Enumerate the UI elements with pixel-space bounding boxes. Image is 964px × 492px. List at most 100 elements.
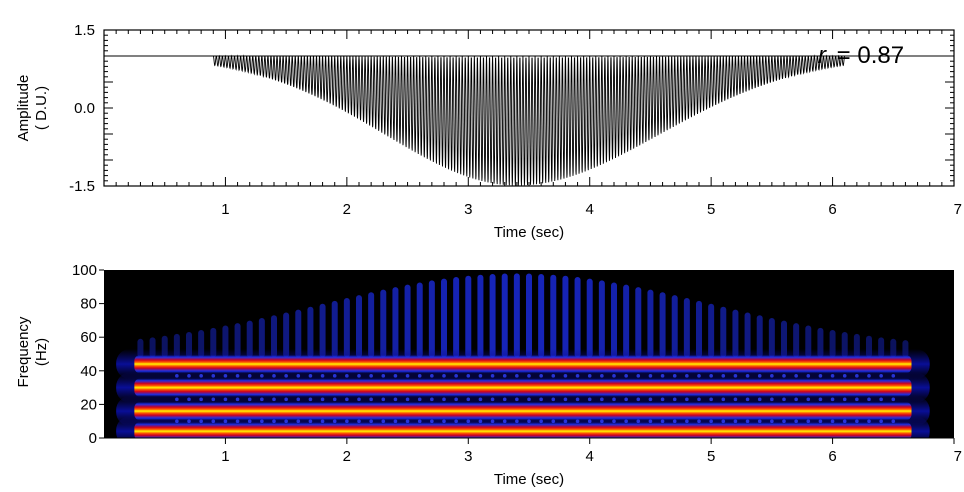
modulation-dot [770, 419, 774, 424]
modulation-dot [600, 419, 604, 424]
modulation-dot [272, 419, 276, 424]
modulation-dot [478, 419, 483, 424]
modulation-dot [247, 374, 252, 378]
spectrogram-x-axis-label: Time (sec) [494, 471, 564, 488]
harmonic-spike [283, 312, 290, 358]
modulation-dot [709, 374, 713, 378]
modulation-dot [648, 397, 653, 402]
modulation-dot [612, 397, 616, 402]
modulation-dot [430, 419, 434, 424]
modulation-dot [490, 419, 495, 424]
spectrogram-y-axis-label: Frequency [15, 316, 32, 387]
x-tick-label: 6 [828, 448, 836, 465]
harmonic-spike [477, 274, 484, 358]
modulation-dot [600, 397, 604, 402]
harmonic-spike [392, 287, 399, 358]
modulation-dot [199, 374, 203, 378]
modulation-dot [502, 419, 507, 424]
modulation-dot [490, 374, 495, 378]
modulation-dot [757, 419, 762, 424]
spectrogram-harmonic-spikes [137, 273, 909, 358]
modulation-dot [757, 397, 762, 402]
modulation-dot [466, 374, 471, 378]
modulation-dot [891, 397, 896, 402]
modulation-dot [867, 397, 871, 402]
modulation-dot [527, 419, 531, 424]
modulation-dot [296, 374, 301, 378]
modulation-dot [308, 419, 313, 424]
modulation-dot [721, 397, 726, 402]
modulation-dot [636, 419, 641, 424]
harmonic-spike [234, 323, 241, 358]
modulation-dot [587, 419, 592, 424]
harmonic-spike [732, 309, 739, 358]
modulation-dot [442, 419, 446, 424]
x-tick-label: 4 [586, 448, 594, 465]
y-tick-label: 20 [80, 396, 97, 413]
modulation-dot [551, 397, 556, 402]
x-tick-label: 5 [707, 448, 715, 465]
modulation-dot [320, 397, 325, 402]
modulation-dot [466, 397, 471, 402]
waveform-y-axis-unit: ( D.U.) [33, 86, 50, 130]
harmonic-spike [465, 275, 472, 358]
modulation-dot [454, 397, 458, 402]
modulation-dot [211, 374, 216, 378]
waveform-x-axis-label: Time (sec) [494, 224, 564, 241]
harmonic-spike [271, 315, 277, 358]
modulation-dot [733, 374, 738, 378]
x-tick-label: 3 [464, 448, 472, 465]
modulation-dot [345, 374, 349, 378]
modulation-dot [381, 374, 386, 378]
harmonic-spike [526, 273, 532, 358]
modulation-dot [842, 397, 847, 402]
harmonic-spike [343, 297, 350, 358]
modulation-dot [369, 419, 373, 424]
modulation-dot [830, 419, 835, 424]
modulation-dot [454, 374, 458, 378]
harmonic-spike [635, 287, 642, 358]
modulation-dot [478, 374, 483, 378]
modulation-dot [442, 397, 446, 402]
modulation-dot [660, 419, 665, 424]
modulation-dot [733, 397, 738, 402]
modulation-dot [818, 374, 823, 378]
modulation-dot [575, 419, 580, 424]
modulation-dot [175, 397, 179, 402]
modulation-dot [636, 397, 641, 402]
modulation-dot [187, 397, 191, 402]
x-tick-label: 3 [464, 201, 472, 218]
modulation-dot [502, 374, 507, 378]
modulation-dot [709, 397, 713, 402]
modulation-dot [369, 374, 373, 378]
harmonic-spike [659, 292, 666, 358]
modulation-dot [624, 374, 628, 378]
modulation-dot [247, 419, 252, 424]
modulation-dot [782, 419, 786, 424]
harmonic-spike [331, 300, 338, 358]
modulation-dot [612, 374, 616, 378]
modulation-dot [235, 419, 240, 424]
modulation-dot [624, 397, 628, 402]
spectrogram-modulation-dots [175, 374, 896, 424]
modulation-dot [454, 419, 458, 424]
modulation-dot [806, 374, 811, 378]
modulation-dot [806, 419, 811, 424]
frequency-band [134, 354, 912, 374]
modulation-dot [369, 397, 373, 402]
modulation-dot [515, 419, 519, 424]
modulation-dot [782, 374, 786, 378]
modulation-dot [697, 419, 701, 424]
modulation-dot [672, 374, 677, 378]
harmonic-spike [781, 320, 787, 358]
modulation-dot [855, 374, 859, 378]
modulation-dot [199, 397, 203, 402]
modulation-dot [672, 397, 677, 402]
modulation-dot [721, 374, 726, 378]
x-tick-label: 1 [221, 448, 229, 465]
waveform-ticks [103, 29, 955, 187]
x-tick-label: 5 [707, 201, 715, 218]
modulation-dot [381, 397, 386, 402]
harmonic-spike [708, 303, 715, 358]
